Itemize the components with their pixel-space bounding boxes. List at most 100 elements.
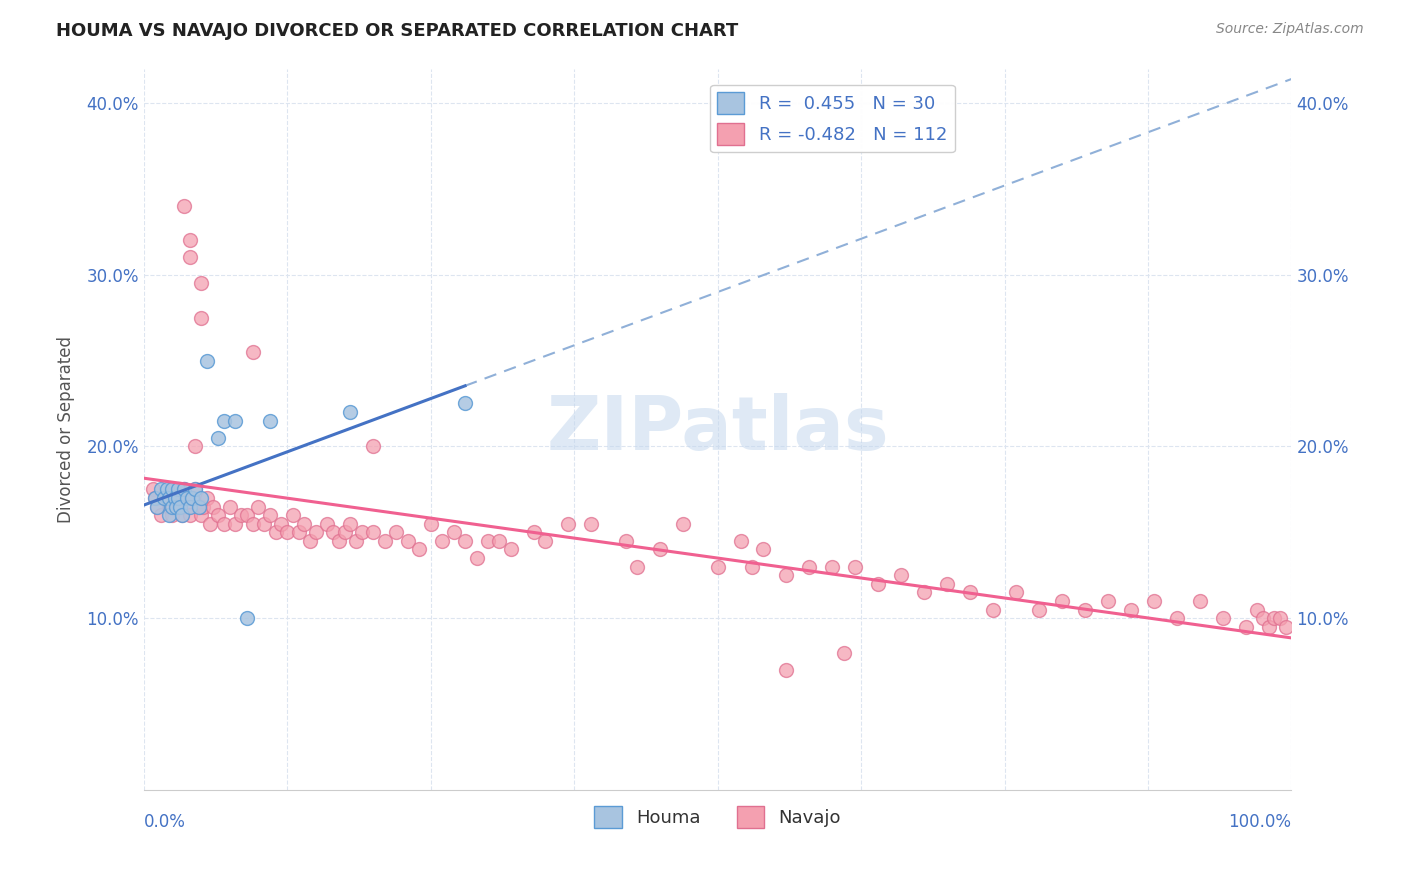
Point [477,533,499,548]
Point [799,559,821,574]
Point [162,483,184,497]
Point [218,500,240,514]
Point [408,542,430,557]
Point [936,576,959,591]
Point [1246,602,1268,616]
Point [193,500,215,514]
Point [1166,611,1188,625]
Point [287,525,309,540]
Point [231,508,253,522]
Point [350,525,373,540]
Point [1074,602,1097,616]
Legend: Houma, Navajo: Houma, Navajo [588,798,848,835]
Point [276,525,298,540]
Point [672,516,695,531]
Point [187,500,209,514]
Point [890,568,912,582]
Point [184,483,207,497]
Text: HOUMA VS NAVAJO DIVORCED OR SEPARATED CORRELATION CHART: HOUMA VS NAVAJO DIVORCED OR SEPARATED CO… [56,22,738,40]
Point [465,551,488,566]
Point [242,345,264,359]
Point [385,525,408,540]
Point [454,533,477,548]
Point [224,516,246,531]
Point [167,491,190,505]
Point [142,483,165,497]
Point [212,414,235,428]
Point [912,585,935,599]
Point [868,576,890,591]
Point [650,542,672,557]
Point [454,396,477,410]
Point [775,568,797,582]
Point [165,500,187,514]
Point [1119,602,1142,616]
Point [190,491,212,505]
Point [322,525,344,540]
Point [1268,611,1291,625]
Point [1005,585,1028,599]
Point [162,508,184,522]
Point [179,508,201,522]
Point [1097,594,1119,608]
Point [180,491,202,505]
Point [184,439,207,453]
Point [264,525,287,540]
Point [1028,602,1050,616]
Point [1188,594,1211,608]
Point [832,646,855,660]
Point [176,491,198,505]
Point [167,483,190,497]
Point [207,508,229,522]
Point [173,483,195,497]
Point [1050,594,1073,608]
Point [169,500,191,514]
Point [1212,611,1234,625]
Point [534,533,557,548]
Point [207,431,229,445]
Point [339,405,361,419]
Point [333,525,356,540]
Text: ZIPatlas: ZIPatlas [547,392,889,466]
Point [179,251,201,265]
Point [149,483,172,497]
Point [305,525,328,540]
Point [149,508,172,522]
Point [730,533,752,548]
Point [157,508,180,522]
Point [146,500,169,514]
Point [1263,611,1285,625]
Point [157,500,180,514]
Point [143,491,166,505]
Point [259,414,281,428]
Point [374,533,396,548]
Point [155,491,177,505]
Point [844,559,866,574]
Point [176,500,198,514]
Point [143,491,166,505]
Point [344,533,367,548]
Point [153,491,176,505]
Point [1251,611,1274,625]
Point [212,516,235,531]
Point [179,233,201,247]
Point [626,559,648,574]
Text: 0.0%: 0.0% [143,813,186,831]
Text: 100.0%: 100.0% [1229,813,1292,831]
Point [180,491,202,505]
Point [488,533,510,548]
Point [821,559,844,574]
Point [167,500,190,514]
Point [163,491,186,505]
Point [981,602,1004,616]
Point [299,533,322,548]
Point [162,500,184,514]
Point [201,500,224,514]
Point [581,516,603,531]
Point [523,525,546,540]
Point [153,491,176,505]
Point [200,516,222,531]
Point [242,516,264,531]
Point [190,310,212,325]
Point [247,500,270,514]
